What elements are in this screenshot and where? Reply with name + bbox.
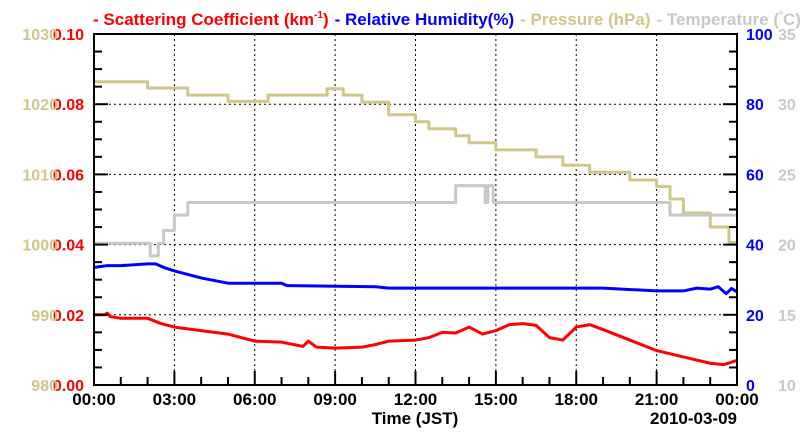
tick-labels: 00:00 03:00 06:00 09:00 12:00 15:00 18:00 21:00… [22, 27, 795, 409]
chart-title: - Scattering Coefficient (km-1) - Relativ… [93, 10, 800, 29]
scattering-tick-label: 0.08 [53, 97, 84, 114]
x-tick-label: 09:00 [313, 390, 356, 409]
x-axis-label: Time (JST) [372, 409, 459, 428]
legend-entry-end: C) [783, 10, 800, 29]
scattering-tick-label: 0.02 [53, 308, 84, 325]
legend-superscript: ° [779, 10, 783, 21]
temperature-tick-label: 25 [778, 167, 796, 184]
temperature-tick-label: 15 [778, 308, 796, 325]
temperature-tick-label: 20 [778, 238, 796, 255]
scattering-tick-label: 0.00 [53, 378, 84, 395]
humidity-tick-label: 0 [746, 378, 755, 395]
x-tick-label: 00:00 [715, 390, 758, 409]
pressure-tick-label: 1000 [22, 238, 58, 255]
pressure-tick-label: 990 [31, 308, 58, 325]
pressure-tick-label: 1020 [22, 97, 58, 114]
humidity-tick-label: 40 [746, 238, 764, 255]
date-label: 2010-03-09 [650, 409, 737, 428]
x-tick-label: 12:00 [394, 390, 437, 409]
humidity-tick-label: 60 [746, 167, 764, 184]
temperature-tick-label: 10 [778, 378, 796, 395]
series-line-pressure [94, 80, 737, 244]
x-tick-label: 15:00 [474, 390, 517, 409]
axis-ticks [94, 50, 737, 385]
pressure-tick-label: 1010 [22, 167, 58, 184]
scattering-tick-label: 0.10 [53, 27, 84, 44]
scattering-tick-label: 0.06 [53, 167, 84, 184]
x-tick-label: 06:00 [233, 390, 276, 409]
legend-entry-end: ) [323, 10, 329, 29]
series-line-humidity [93, 262, 738, 296]
humidity-tick-label: 80 [746, 97, 764, 114]
legend-entry: - Scattering Coefficient (km [93, 10, 314, 29]
series-lines [93, 80, 738, 367]
series-line-temperature [94, 184, 737, 258]
legend-entry: - Temperature ( [657, 10, 780, 29]
series-line-scattering [94, 311, 738, 367]
legend-entry: - Relative Humidity(%) [335, 10, 514, 29]
legend-superscript: -1 [314, 10, 323, 21]
humidity-tick-label: 20 [746, 308, 764, 325]
temperature-tick-label: 35 [778, 27, 796, 44]
humidity-tick-label: 100 [746, 27, 773, 44]
x-tick-label: 18:00 [555, 390, 598, 409]
legend-entry: - Pressure (hPa) [520, 10, 650, 29]
x-tick-label: 00:00 [72, 390, 115, 409]
x-tick-label: 21:00 [635, 390, 678, 409]
scattering-tick-label: 0.04 [53, 238, 84, 255]
pressure-tick-label: 980 [31, 378, 58, 395]
pressure-tick-label: 1030 [22, 27, 58, 44]
temperature-tick-label: 30 [778, 97, 796, 114]
grid-lines [94, 34, 737, 385]
x-tick-label: 03:00 [153, 390, 196, 409]
